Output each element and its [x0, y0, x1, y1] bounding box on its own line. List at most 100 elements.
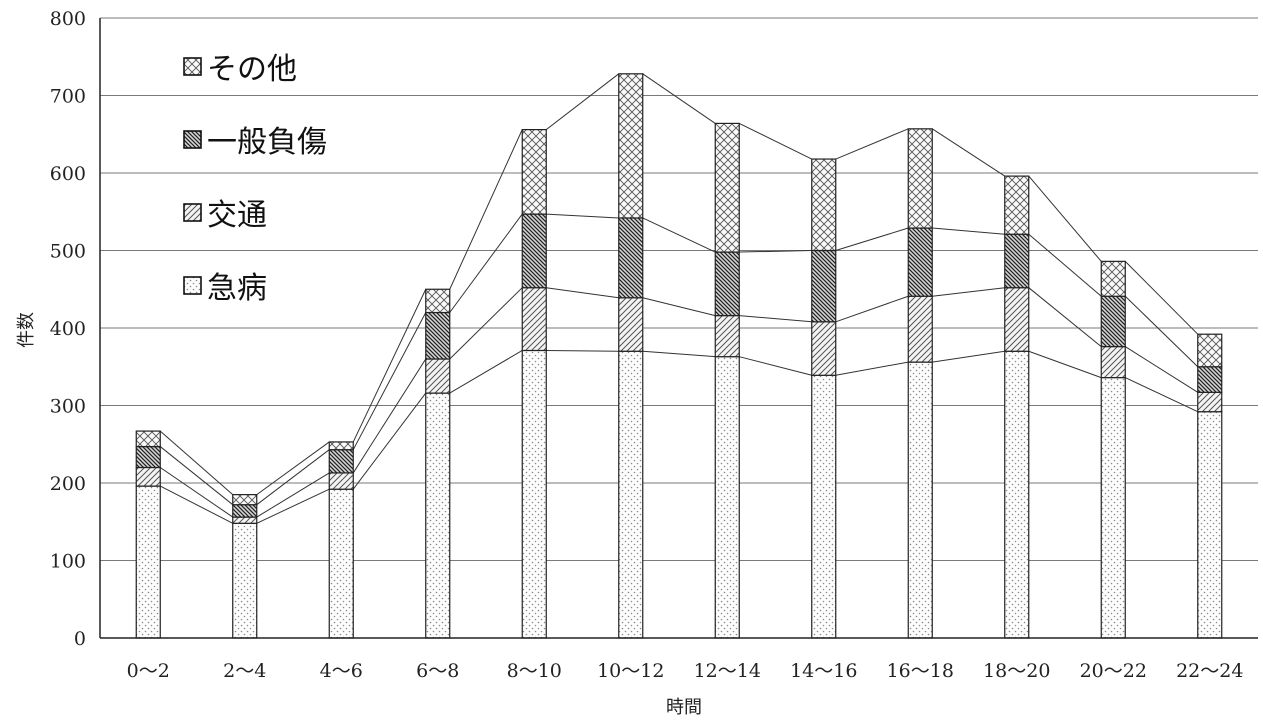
bar-segment [714, 315, 740, 358]
bar-segment [811, 249, 837, 323]
x-tick-label: 0〜2 [127, 660, 170, 682]
connector-line [546, 349, 619, 352]
legend-swatch [183, 57, 202, 76]
legend-swatch [183, 276, 202, 295]
bar-segment [135, 485, 161, 639]
y-tick-label: 700 [50, 86, 86, 108]
connector-line [835, 128, 909, 160]
y-tick-label: 800 [50, 8, 86, 30]
connector-line [642, 217, 716, 253]
bar-segment [907, 227, 933, 297]
x-tick-label: 18〜20 [983, 660, 1050, 682]
legend-label: 一般負傷 [207, 125, 327, 160]
connector-line [352, 312, 427, 450]
bar-segment [1197, 391, 1223, 413]
connector-line [642, 350, 716, 358]
bar-segment [811, 374, 837, 639]
bar-segment [907, 361, 933, 639]
x-tick-label: 2〜4 [223, 660, 266, 682]
connector-line [352, 289, 427, 443]
bar-segment [135, 445, 161, 469]
x-tick-label: 4〜6 [320, 660, 363, 682]
connector-line [159, 446, 234, 506]
bar-segment [1004, 175, 1030, 235]
bar-segment [135, 466, 161, 487]
x-tick-label: 10〜12 [597, 660, 664, 682]
connector-line [256, 472, 330, 518]
bar-segment [618, 350, 644, 639]
connector-line [932, 227, 1005, 235]
bar-segment [521, 287, 547, 352]
bar-segment [811, 158, 837, 252]
connector-line [256, 449, 330, 506]
bar-segment [328, 472, 354, 490]
x-tick-label: 20〜22 [1080, 660, 1147, 682]
bar-segment [618, 73, 644, 219]
bar-segment [1197, 366, 1223, 393]
x-axis-title: 時間 [666, 697, 702, 718]
connector-line [932, 287, 1005, 297]
bar-segment [1197, 411, 1223, 639]
bar-segment [811, 321, 837, 376]
connector-line [449, 287, 523, 360]
y-tick-label: 400 [50, 318, 86, 340]
connector-line [449, 350, 523, 394]
x-tick-label: 22〜24 [1176, 660, 1243, 682]
bar-segment [425, 311, 451, 360]
bar-segment [714, 122, 740, 253]
bar-segment [1004, 287, 1030, 352]
y-tick-label: 300 [50, 396, 86, 418]
connector-line [160, 485, 233, 524]
bar-segment [425, 392, 451, 639]
connector-line [1124, 260, 1199, 335]
bar-segment [425, 288, 451, 314]
bar-segment [1197, 333, 1223, 368]
bar-segment [328, 449, 354, 474]
connector-line [546, 213, 619, 219]
x-tick-label: 16〜18 [887, 660, 954, 682]
legend-label: その他 [207, 52, 297, 87]
connector-line [256, 441, 330, 496]
bar-segment [714, 251, 740, 317]
bar-segment [907, 128, 933, 229]
y-tick-label: 0 [74, 628, 86, 650]
connector-line [1028, 175, 1102, 262]
connector-line [1124, 346, 1199, 393]
x-tick-label: 8〜10 [507, 660, 562, 682]
legend-label: 交通 [207, 198, 267, 233]
y-tick-label: 600 [50, 163, 86, 185]
x-tick-labels: 0〜2 2〜4 4〜6 6〜8 8〜10 10〜12 12〜14 14〜16 16〜18 18〜2… [127, 660, 1244, 682]
bar-segment [1100, 377, 1126, 639]
connector-line [932, 350, 1005, 363]
bar-segment [618, 217, 644, 299]
series-connector-lines [159, 73, 1199, 524]
bar-segment [714, 356, 740, 639]
bar-segment [1100, 295, 1126, 348]
connector-line [931, 128, 1006, 177]
connector-line [449, 213, 523, 313]
gridlines [100, 17, 1258, 561]
bar-segments [135, 73, 1223, 639]
y-tick-labels: 0 100 200 300 400 500 600 700 800 [50, 8, 86, 650]
connector-line [1028, 233, 1102, 297]
x-tick-label: 6〜8 [416, 660, 459, 682]
connector-line [256, 488, 330, 524]
connector-line [739, 250, 812, 253]
connector-line [352, 358, 427, 474]
connector-line [835, 361, 909, 376]
connector-line [1124, 295, 1199, 368]
connector-line [739, 315, 812, 323]
connector-line [159, 467, 234, 518]
y-tick-label: 100 [50, 551, 86, 573]
connector-line [642, 297, 716, 317]
connector-line [642, 73, 716, 124]
y-tick-label: 200 [50, 473, 86, 495]
y-axis-title: 件数 [16, 312, 37, 348]
connector-line [449, 129, 523, 290]
connector-line [835, 227, 909, 251]
bar-segment [521, 213, 547, 289]
x-tick-label: 14〜16 [790, 660, 857, 682]
legend-swatch [183, 203, 202, 222]
bar-segment [135, 430, 161, 448]
